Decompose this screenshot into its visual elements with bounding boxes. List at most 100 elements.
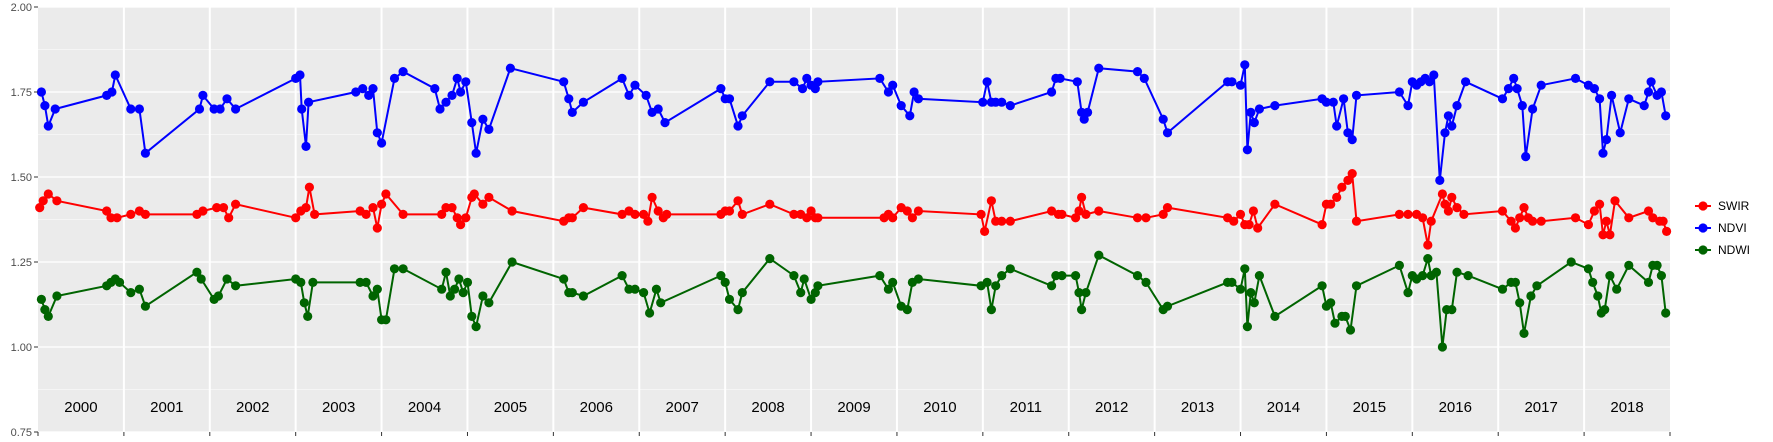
data-point-ndwi (372, 284, 382, 294)
data-point-swir (1394, 209, 1404, 219)
data-point-ndwi (1071, 271, 1081, 281)
data-point-ndvi (505, 63, 515, 73)
data-point-ndvi (813, 77, 823, 87)
data-point-ndvi (1615, 128, 1625, 138)
data-point-ndvi (1536, 80, 1546, 90)
data-point-swir (1057, 209, 1067, 219)
data-point-ndwi (1526, 291, 1536, 301)
data-point-ndvi (471, 148, 481, 158)
year-label: 2010 (923, 399, 956, 416)
year-label: 2014 (1267, 399, 1300, 416)
data-point-ndwi (507, 257, 517, 267)
data-point-swir (218, 203, 229, 213)
data-point-ndvi (140, 148, 150, 158)
data-point-ndvi (110, 70, 120, 80)
data-point-ndvi (1246, 107, 1256, 117)
data-point-ndvi (982, 77, 992, 87)
data-point-swir (724, 206, 735, 216)
data-point-swir (1583, 220, 1593, 230)
data-point-ndwi (567, 288, 577, 298)
data-point-ndwi (733, 305, 743, 315)
data-point-ndvi (802, 73, 812, 83)
data-point-swir (1497, 206, 1508, 216)
data-point-ndwi (1643, 277, 1654, 287)
data-point-swir (997, 216, 1007, 226)
data-point-swir (737, 209, 747, 219)
data-point-ndwi (1532, 281, 1542, 291)
data-point-ndwi (368, 291, 378, 301)
data-point-ndvi (724, 94, 735, 104)
data-point-ndwi (458, 288, 468, 298)
data-point-ndwi (645, 308, 655, 318)
data-point-ndvi (107, 87, 117, 97)
data-point-ndvi (467, 118, 477, 128)
data-point-ndvi (997, 97, 1007, 107)
data-point-ndvi (456, 87, 466, 97)
data-point-swir (733, 196, 743, 206)
data-point-swir (1403, 209, 1413, 219)
data-point-swir (1515, 213, 1525, 223)
year-label: 2007 (666, 399, 699, 416)
data-point-ndwi (1047, 281, 1057, 291)
data-point-ndvi (1497, 94, 1508, 104)
data-point-swir (437, 209, 447, 219)
axis-layer: 0.75 1.00 1.25 1.50 1.75 2.00 2000 2001 2002 2003… (11, 2, 1671, 439)
data-point-ndvi (564, 94, 574, 104)
data-point-ndvi (126, 104, 136, 114)
data-point-ndvi (617, 73, 627, 83)
data-point-ndvi (559, 77, 569, 87)
data-point-ndvi (578, 97, 589, 107)
data-point-ndwi (799, 274, 809, 284)
data-point-ndvi (1254, 104, 1264, 114)
data-point-swir (1132, 213, 1143, 223)
data-point-ndvi (1595, 94, 1605, 104)
data-point-swir (484, 192, 494, 202)
data-point-ndwi (716, 271, 726, 281)
data-point-ndwi (52, 291, 62, 301)
data-point-swir (126, 209, 136, 219)
data-point-swir (198, 206, 208, 216)
data-point-ndwi (308, 277, 318, 287)
data-point-ndwi (437, 284, 447, 294)
data-point-swir (567, 213, 577, 223)
year-label: 2018 (1610, 399, 1643, 416)
data-point-ndwi (1588, 277, 1598, 287)
data-point-swir (1351, 216, 1362, 226)
data-point-ndwi (462, 277, 473, 287)
data-point-swir (1071, 213, 1081, 223)
year-label: 2003 (322, 399, 355, 416)
data-point-swir (301, 203, 311, 213)
data-point-ndvi (1443, 111, 1453, 121)
data-point-swir (507, 206, 517, 216)
year-label: 2006 (580, 399, 613, 416)
data-point-swir (1423, 240, 1433, 250)
data-point-ndwi (40, 305, 50, 315)
data-point-ndwi (982, 277, 992, 287)
legend-key-point-ndwi (1698, 245, 1708, 255)
data-point-swir (456, 220, 466, 230)
data-point-ndvi (1227, 77, 1237, 87)
data-point-ndwi (651, 284, 662, 294)
legend-key-point-ndvi (1698, 223, 1708, 233)
data-point-ndwi (1330, 318, 1340, 328)
data-point-ndvi (1403, 101, 1413, 111)
data-point-ndvi (389, 73, 400, 83)
data-point-ndwi (986, 305, 997, 315)
data-point-ndvi (1598, 148, 1608, 158)
data-point-swir (304, 182, 314, 192)
data-point-swir (643, 216, 653, 226)
data-point-swir (1658, 216, 1668, 226)
data-point-ndwi (737, 288, 747, 298)
data-point-ndwi (617, 271, 627, 281)
data-point-ndvi (1509, 73, 1519, 83)
data-point-ndvi (461, 77, 471, 87)
data-point-swir (1643, 206, 1654, 216)
data-point-ndwi (1254, 271, 1264, 281)
data-point-ndwi (1463, 271, 1473, 281)
data-point-swir (662, 209, 672, 219)
year-label: 2016 (1439, 399, 1472, 416)
data-point-swir (1229, 216, 1239, 226)
y-tick-label: 1.75 (11, 87, 32, 99)
data-point-ndwi (196, 274, 206, 284)
data-point-ndwi (1418, 271, 1428, 281)
